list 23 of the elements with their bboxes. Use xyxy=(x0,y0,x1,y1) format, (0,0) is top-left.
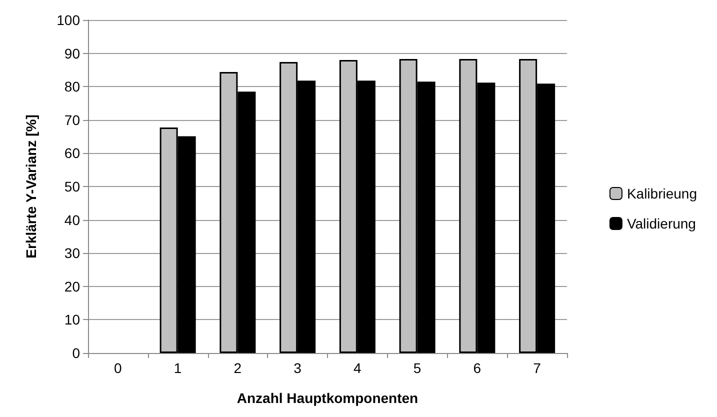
x-tick-label: 4 xyxy=(354,360,362,376)
y-tick-label: 30 xyxy=(64,245,80,262)
x-axis-title: Anzahl Hauptkomponenten xyxy=(236,390,418,406)
x-tick-label: 1 xyxy=(174,360,182,376)
x-tick-label: 6 xyxy=(473,360,482,376)
x-tick-label: 3 xyxy=(294,360,302,376)
y-tick-label: 20 xyxy=(64,278,80,294)
legend-label: Validierung xyxy=(626,216,696,232)
y-tick-label: 100 xyxy=(56,12,80,28)
y-tick-label: 70 xyxy=(64,112,80,128)
y-tick-label: 0 xyxy=(72,345,80,361)
y-tick-label: 80 xyxy=(64,78,80,95)
x-tick-label: 0 xyxy=(114,360,122,376)
y-axis-title: Erklärte Y-Varianz [%] xyxy=(23,114,39,258)
x-tick-label: 2 xyxy=(234,360,242,376)
x-tick-label: 5 xyxy=(413,360,422,376)
x-tick-label: 7 xyxy=(533,360,542,376)
y-tick-label: 10 xyxy=(64,312,80,328)
legend-label: Kalibrieung xyxy=(626,186,698,202)
y-tick-label: 50 xyxy=(64,178,80,194)
y-tick-label: 60 xyxy=(64,145,80,162)
y-tick-label: 90 xyxy=(64,45,80,62)
y-tick-label: 40 xyxy=(64,212,80,228)
